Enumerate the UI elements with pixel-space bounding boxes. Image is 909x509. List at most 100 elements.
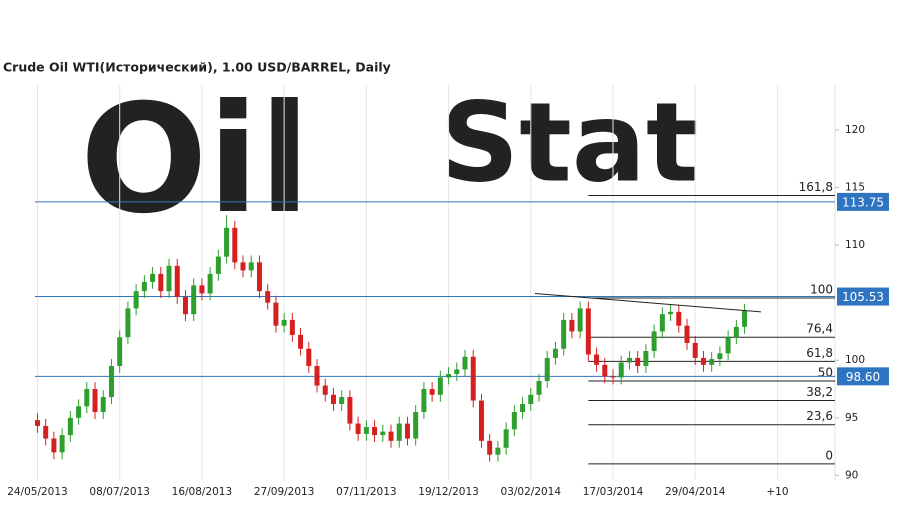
y-tick-label: 110 [845,239,865,251]
candle-body [314,365,320,386]
candle-body [108,365,114,398]
candle-body [141,281,147,292]
candle-body [684,325,690,343]
candle-body [182,296,188,315]
candle-body [528,394,534,404]
trendline [534,292,762,313]
y-tick-label: 90 [845,469,858,481]
candle-body [659,314,665,332]
candle-body [158,273,164,292]
fib-label: 61,8 [806,346,833,360]
candle-body [544,357,550,381]
candle-body [700,357,706,365]
candle-body [224,227,230,257]
candle-body [133,291,139,309]
candle-body [585,308,591,355]
x-tick-label: 03/02/2014 [501,486,562,498]
candle-body [240,262,246,271]
candle-body [92,389,98,413]
candle-body [552,348,558,358]
candle-body [742,310,748,327]
candle-body [404,423,410,439]
candle-body [281,319,287,326]
candle-body [725,337,731,354]
candle-body [429,389,435,395]
candle-body [454,369,460,375]
candle-body [651,331,657,352]
candle-body [347,397,353,424]
candle-body [306,348,312,366]
candle-body [462,356,468,370]
candle-body [561,319,567,349]
x-tick-label: 16/08/2013 [172,486,233,498]
candle-body [626,357,632,363]
x-tick-label: 17/03/2014 [583,486,644,498]
fib-label: 23,6 [806,409,833,423]
candle-body [610,376,616,378]
watermark: Stat [440,78,699,206]
candle-body [43,425,49,439]
fib-label: 0 [825,448,833,462]
candle-body [256,262,262,292]
candle-body [191,285,197,315]
level-label: 98.60 [846,370,880,384]
candle-body [215,256,221,274]
candle-body [199,285,205,294]
candle-body [100,397,106,413]
x-tick-label: 19/12/2013 [418,486,479,498]
watermark: Oil [80,73,310,247]
candle-body [298,334,304,349]
x-tick-label: 08/07/2013 [89,486,150,498]
level-box [837,287,889,306]
fib-label: 38,2 [806,385,833,399]
chart-title: Crude Oil WTI(Исторический), 1.00 USD/BA… [3,60,391,75]
candle-body [388,431,394,441]
candle-body [363,427,369,434]
candle-body [470,356,476,401]
level-label: 105.53 [842,290,884,304]
fib-label: 50 [818,365,833,379]
level-box [837,192,889,211]
candle-body [495,447,501,455]
x-tick-label: 24/05/2013 [7,486,68,498]
fib-label: 161,8 [799,180,833,194]
y-tick-label: 120 [845,124,865,136]
candle-body [676,311,682,326]
candle-body [437,377,443,395]
candle-body [503,429,509,448]
candle-body [51,438,57,453]
candle-body [709,359,715,365]
candle-body [478,400,484,441]
candle-body [520,403,526,413]
candle-body [692,342,698,358]
candle-body [717,353,723,360]
candle-body [635,357,641,366]
candle-body [265,291,271,303]
candle-body [339,397,345,404]
candle-body [207,273,213,294]
candle-body [248,262,254,271]
candle-body [396,423,402,441]
level-label: 113.75 [842,195,884,209]
candle-body [413,412,419,439]
candle-body [602,364,608,377]
candle-body [117,337,123,366]
candle-body [59,435,65,453]
candle-body [232,227,238,263]
candle-body [322,385,328,395]
candle-body [446,374,452,378]
candle-body [289,319,295,335]
candle-body [618,362,624,378]
candle-body [380,431,386,436]
x-tick-label: 07/11/2013 [336,486,397,498]
candle-body [569,319,575,332]
candle-body [536,380,542,395]
y-tick-label: 95 [845,412,858,424]
candle-body [421,389,427,413]
candle-body [594,354,600,365]
candle-body [174,265,180,297]
candle-body [643,351,649,366]
fib-label: 100 [810,283,833,297]
candle-body [166,265,172,292]
